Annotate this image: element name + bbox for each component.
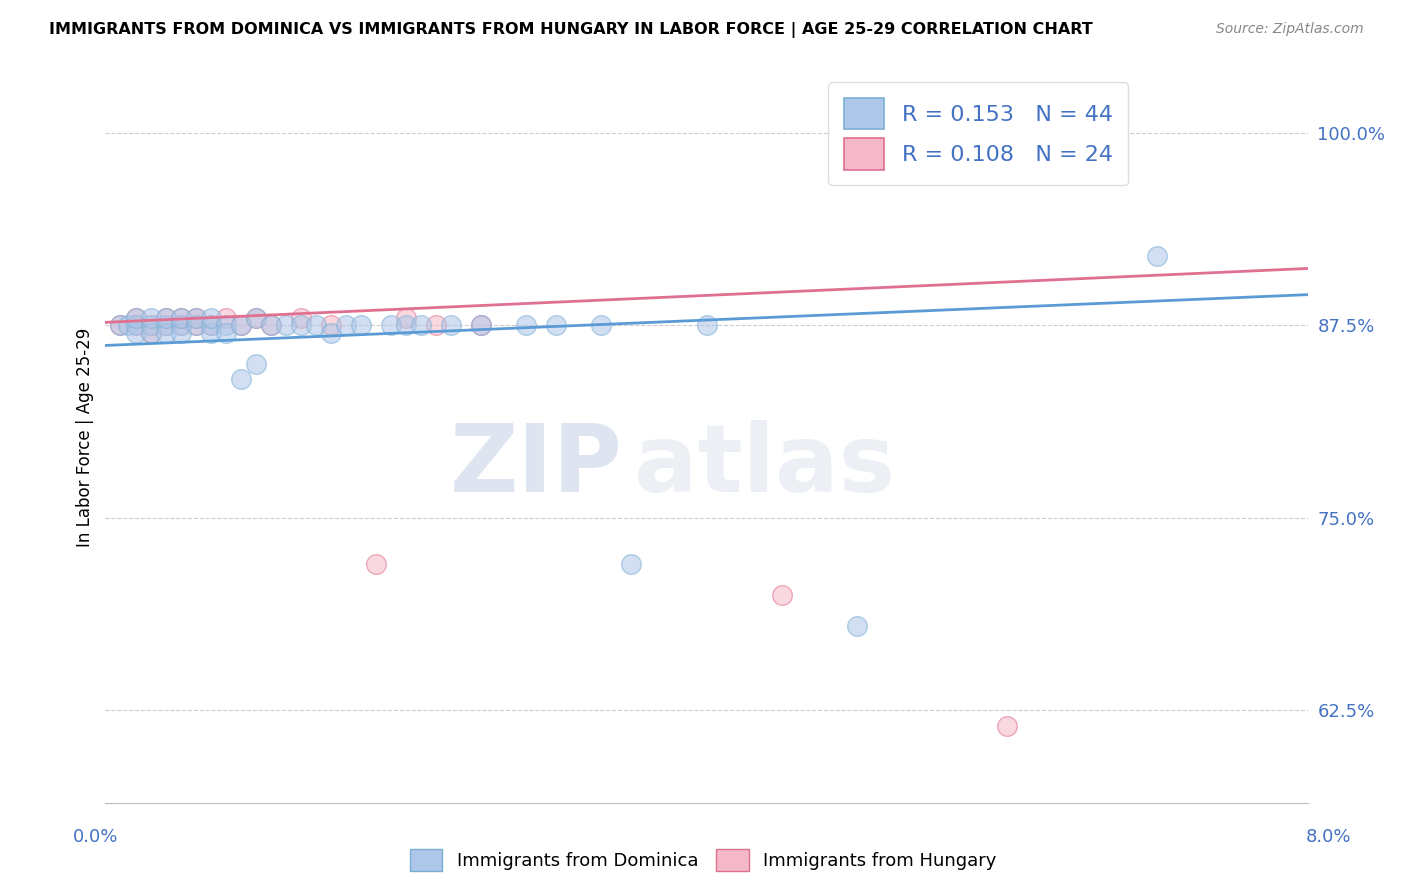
Point (169, 310, 191, 325)
Point (395, 318, 418, 333)
Point (155, 318, 177, 333)
Text: Source: ZipAtlas.com: Source: ZipAtlas.com (1216, 22, 1364, 37)
Point (290, 310, 312, 325)
Point (229, 318, 252, 333)
Point (245, 357, 267, 371)
Legend: Immigrants from Dominica, Immigrants from Hungary: Immigrants from Dominica, Immigrants fro… (402, 842, 1004, 879)
Point (409, 318, 432, 333)
Point (305, 318, 328, 333)
Point (546, 318, 568, 333)
Y-axis label: In Labor Force | Age 25-29: In Labor Force | Age 25-29 (76, 327, 94, 547)
Point (214, 326, 236, 340)
Text: 8.0%: 8.0% (1306, 828, 1351, 846)
Point (260, 318, 283, 333)
Point (696, 318, 718, 333)
Text: IMMIGRANTS FROM DOMINICA VS IMMIGRANTS FROM HUNGARY IN LABOR FORCE | AGE 25-29 C: IMMIGRANTS FROM DOMINICA VS IMMIGRANTS F… (49, 22, 1092, 38)
Point (169, 318, 191, 333)
Point (214, 310, 236, 325)
Point (440, 318, 463, 333)
Point (124, 318, 146, 333)
Point (245, 310, 267, 325)
Point (124, 310, 146, 325)
Point (380, 318, 402, 333)
Point (515, 318, 537, 333)
Text: 0.0%: 0.0% (73, 828, 118, 846)
Point (139, 310, 162, 325)
Point (169, 318, 191, 333)
Text: ZIP: ZIP (450, 420, 623, 512)
Point (350, 318, 373, 333)
Point (139, 318, 162, 333)
Point (260, 318, 283, 333)
Point (319, 326, 342, 340)
Point (770, 588, 793, 602)
Point (184, 310, 207, 325)
Point (117, 318, 139, 333)
Point (155, 310, 177, 325)
Point (110, 318, 132, 333)
Point (229, 372, 252, 386)
Point (290, 318, 312, 333)
Point (274, 318, 297, 333)
Point (591, 318, 613, 333)
Point (395, 310, 418, 325)
Point (184, 318, 207, 333)
Point (139, 318, 162, 333)
Point (335, 318, 357, 333)
Point (124, 326, 146, 340)
Point (155, 326, 177, 340)
Point (184, 318, 207, 333)
Point (155, 310, 177, 325)
Point (620, 557, 643, 571)
Point (470, 318, 492, 333)
Point (169, 326, 191, 340)
Point (425, 318, 447, 333)
Point (200, 326, 222, 340)
Point (139, 326, 162, 340)
Point (470, 318, 492, 333)
Point (169, 310, 191, 325)
Point (364, 557, 387, 571)
Legend: R = 0.153   N = 44, R = 0.108   N = 24: R = 0.153 N = 44, R = 0.108 N = 24 (828, 82, 1128, 186)
Point (110, 318, 132, 333)
Point (184, 310, 207, 325)
Point (200, 318, 222, 333)
Point (124, 310, 146, 325)
Point (139, 326, 162, 340)
Point (245, 310, 267, 325)
Point (845, 618, 868, 632)
Point (200, 310, 222, 325)
Point (214, 318, 236, 333)
Point (124, 318, 146, 333)
Point (995, 719, 1018, 733)
Text: atlas: atlas (634, 420, 896, 512)
Point (319, 318, 342, 333)
Point (1146, 249, 1168, 263)
Point (229, 318, 252, 333)
Point (155, 318, 177, 333)
Point (200, 318, 222, 333)
